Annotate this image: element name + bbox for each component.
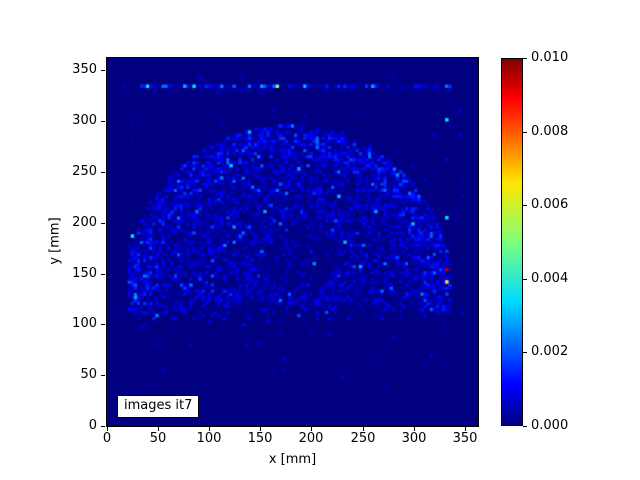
- x-tick-label: 50: [149, 431, 167, 446]
- y-tick-mark: [101, 274, 105, 275]
- x-tick-label: 0: [102, 431, 112, 446]
- y-axis-label: y [mm]: [47, 217, 63, 265]
- x-tick-label: 150: [247, 431, 273, 446]
- y-tick-label: 100: [72, 316, 97, 331]
- y-tick-label: 50: [80, 367, 97, 382]
- annotation-box: images it7: [117, 395, 200, 418]
- x-tick-mark: [363, 427, 364, 431]
- colorbar-tick-mark: [523, 279, 527, 280]
- x-tick-mark: [260, 427, 261, 431]
- y-tick-mark: [101, 375, 105, 376]
- x-tick-mark: [107, 427, 108, 431]
- x-tick-label: 100: [196, 431, 222, 446]
- y-tick-label: 0: [88, 418, 97, 433]
- y-tick-mark: [101, 223, 105, 224]
- x-tick-mark: [414, 427, 415, 431]
- colorbar-tick-label: 0.000: [531, 418, 569, 433]
- x-axis-label: x [mm]: [268, 452, 317, 467]
- colorbar-tick-mark: [523, 205, 527, 206]
- colorbar-tick-mark: [523, 426, 527, 427]
- y-tick-label: 300: [72, 113, 97, 128]
- heatmap-image: [106, 57, 479, 427]
- y-tick-mark: [101, 70, 105, 71]
- colorbar-tick-label: 0.006: [531, 197, 569, 212]
- x-tick-mark: [311, 427, 312, 431]
- colorbar-tick-label: 0.008: [531, 124, 569, 139]
- y-tick-mark: [101, 324, 105, 325]
- x-tick-label: 200: [298, 431, 324, 446]
- y-tick-mark: [101, 172, 105, 173]
- y-tick-label: 250: [72, 164, 97, 179]
- colorbar-tick-label: 0.002: [531, 344, 569, 359]
- y-tick-mark: [101, 426, 105, 427]
- y-tick-mark: [101, 121, 105, 122]
- x-tick-mark: [158, 427, 159, 431]
- x-tick-mark: [465, 427, 466, 431]
- colorbar: [501, 58, 523, 426]
- y-tick-label: 150: [72, 266, 97, 281]
- colorbar-tick-label: 0.010: [531, 50, 569, 65]
- colorbar-tick-mark: [523, 132, 527, 133]
- y-tick-label: 350: [72, 62, 97, 77]
- x-tick-label: 350: [452, 431, 478, 446]
- colorbar-tick-mark: [523, 352, 527, 353]
- colorbar-tick-mark: [523, 58, 527, 59]
- colorbar-tick-label: 0.004: [531, 271, 569, 286]
- x-tick-label: 250: [350, 431, 376, 446]
- x-tick-mark: [209, 427, 210, 431]
- y-tick-label: 200: [72, 215, 97, 230]
- x-tick-label: 300: [401, 431, 427, 446]
